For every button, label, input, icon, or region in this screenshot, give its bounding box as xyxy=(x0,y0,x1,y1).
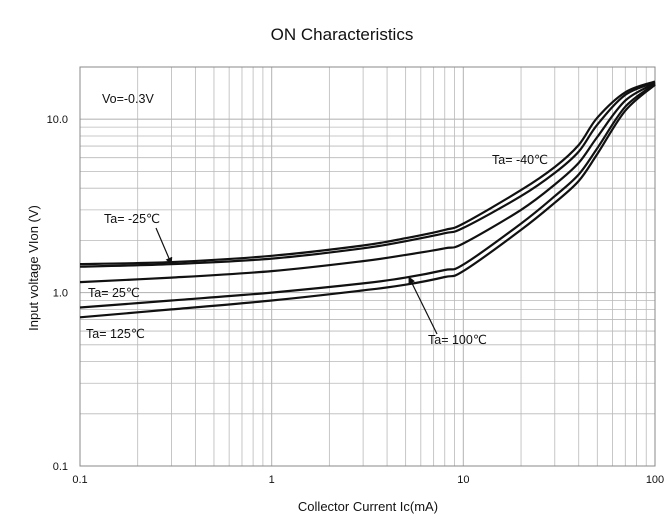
x-tick-label: 1 xyxy=(269,474,275,486)
x-axis-label: Collector Current Ic(mA) xyxy=(298,499,438,514)
annotation-arrow xyxy=(408,276,438,335)
condition-label: Vo=-0.3V xyxy=(102,92,154,106)
series-line-1 xyxy=(79,81,656,268)
x-tick-label: 10 xyxy=(457,474,469,486)
chart-title: ON Characteristics xyxy=(271,25,414,44)
y-tick-label: 10.0 xyxy=(47,114,68,126)
annotation-ta-125: Ta= 125℃ xyxy=(86,327,145,341)
x-tick-label: 100 xyxy=(646,474,664,486)
annotation-ta-minus40: Ta= -40℃ xyxy=(492,153,548,167)
annotation-ta-25: Ta= 25℃ xyxy=(88,286,140,300)
tick-labels: 0.1 1 10 100 0.1 1.0 10.0 xyxy=(47,114,665,486)
annotation-ta-minus25: Ta= -25℃ xyxy=(104,212,160,226)
grid xyxy=(80,67,655,466)
x-tick-label: 0.1 xyxy=(72,474,87,486)
series-line-3 xyxy=(79,83,656,309)
series-line-4 xyxy=(79,83,656,319)
series-line-2 xyxy=(79,82,656,284)
y-tick-label: 0.1 xyxy=(53,461,68,473)
series-group xyxy=(79,80,656,319)
annotation-arrows xyxy=(155,227,438,335)
y-axis-label: Input voltage VIon (V) xyxy=(26,205,41,331)
annotation-arrow xyxy=(155,227,173,265)
annotation-ta-100: Ta= 100℃ xyxy=(428,333,487,347)
series-line-0 xyxy=(79,80,656,266)
y-tick-label: 1.0 xyxy=(53,288,68,300)
